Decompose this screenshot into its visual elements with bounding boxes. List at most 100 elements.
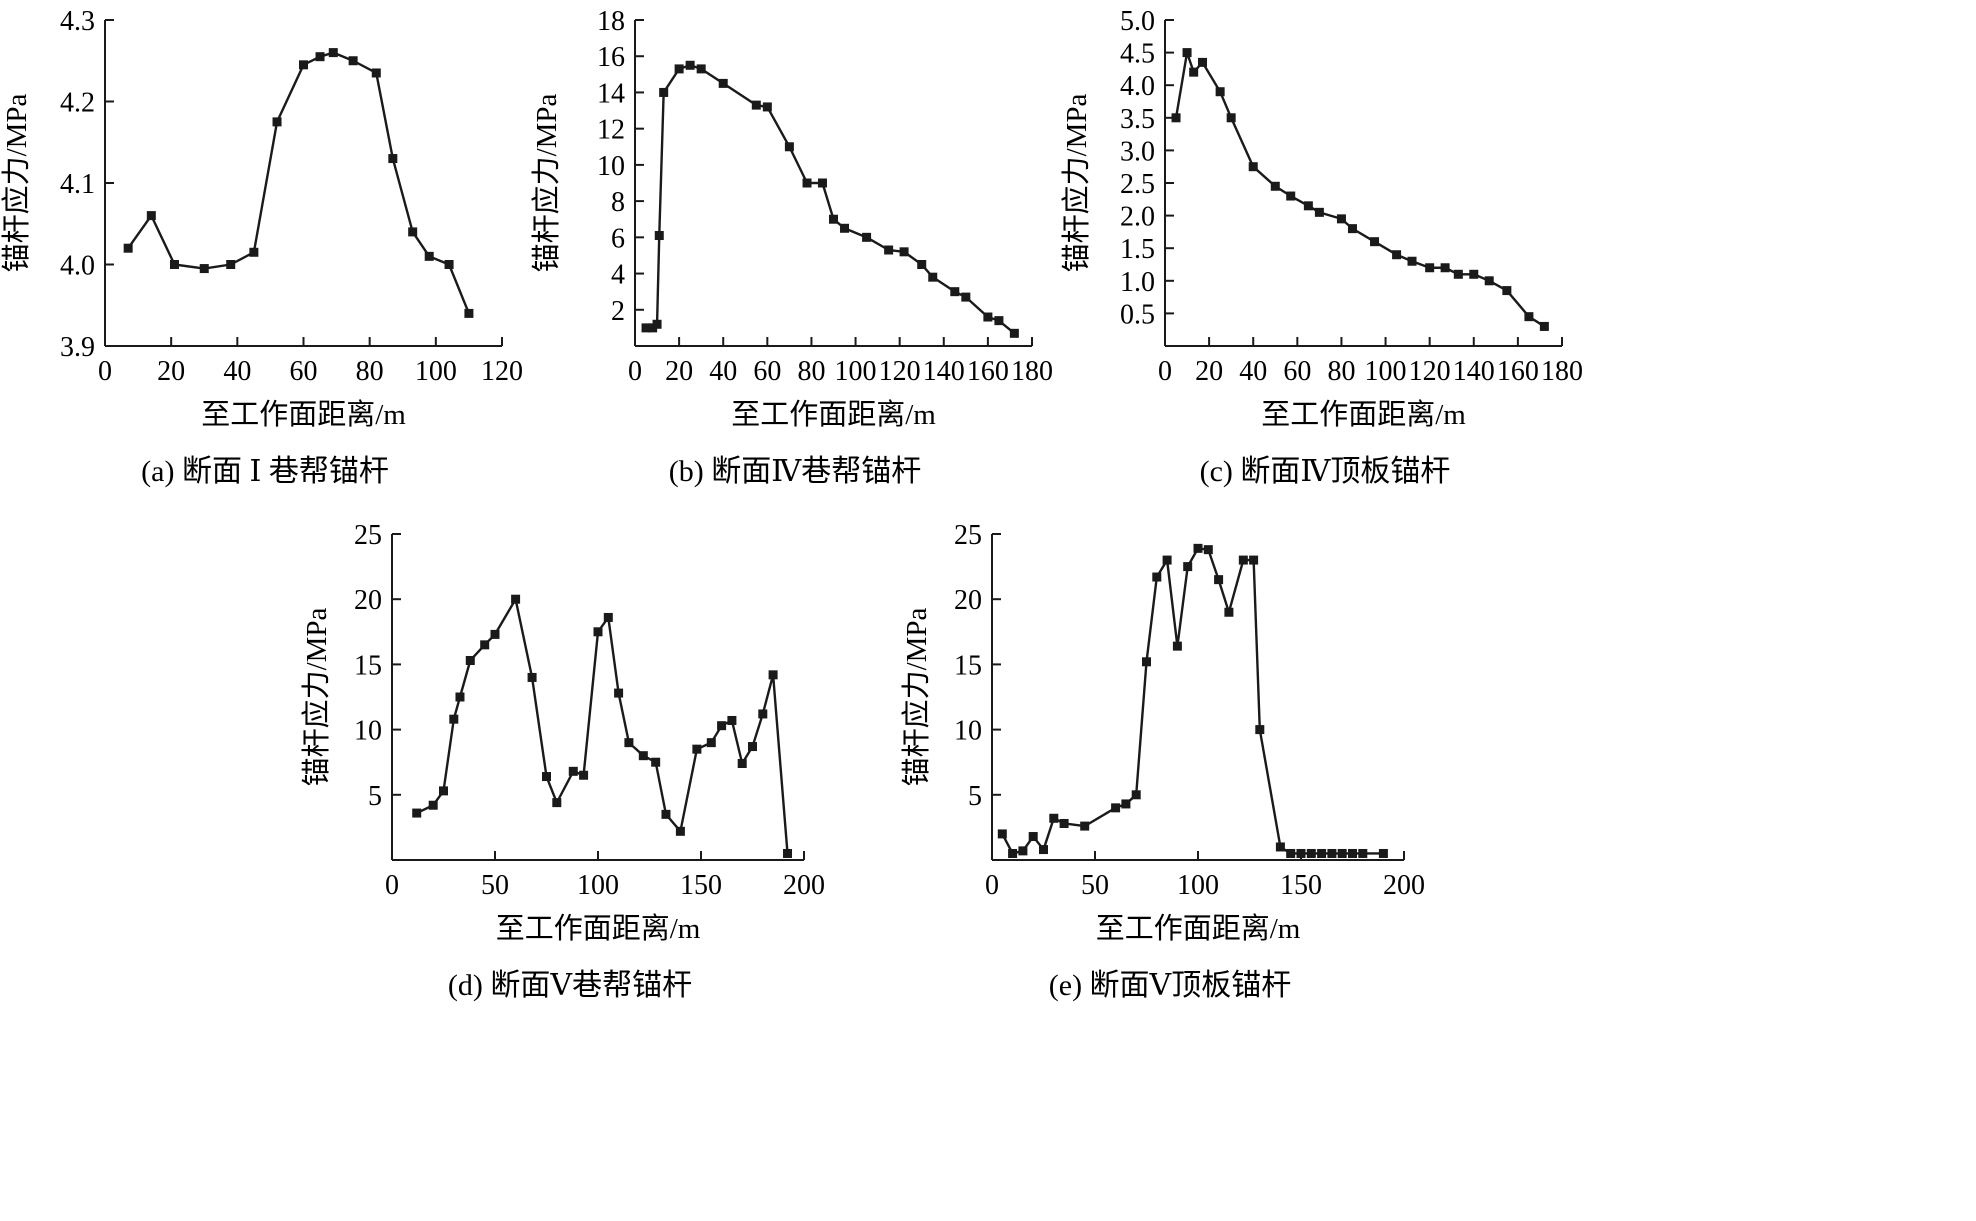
y-axis-title: 锚杆应力/MPa [0, 93, 33, 272]
x-tick-label: 60 [753, 356, 781, 387]
chart-c: 0 20 40 60 80 100 120 140 160 180 0.5 1.0 1.5 2.0 2.5 3… [1060, 4, 1590, 490]
x-tick-label: 100 [415, 356, 457, 387]
plot-svg-b: 0 20 40 60 80 100 120 140 160 180 2 4 6 8 10 12 14 16 18 至工… [530, 6, 1053, 431]
x-tick-label: 0 [98, 356, 112, 387]
y-tick-label: 5.0 [1120, 6, 1155, 37]
y-tick-label: 10 [597, 151, 625, 182]
y-tick-label: 12 [597, 115, 625, 146]
y-tick-label: 10 [954, 716, 982, 747]
bottom-row: 0 50 100 150 200 5 10 15 20 25 至工作面距离/m 锚杆应力/MPa (d… [300, 518, 1976, 1004]
plot-svg-c: 0 20 40 60 80 100 120 140 160 1800.51.01.52.02.53… [1060, 6, 1583, 431]
x-tick-label: 50 [1081, 870, 1109, 901]
y-tick-label: 3.9 [60, 332, 95, 363]
x-tick-label: 50 [481, 870, 509, 901]
y-tick-label: 15 [954, 650, 982, 681]
x-tick-label: 80 [1327, 356, 1355, 387]
x-tick-label: 140 [1453, 356, 1495, 387]
y-tick-label: 20 [354, 585, 382, 616]
y-tick-label: 2.5 [1120, 169, 1155, 200]
y-tick-label: 16 [597, 42, 625, 73]
x-tick-label: 0 [985, 870, 999, 901]
series-line [1001, 547, 1384, 855]
chart-b-plot: 0 20 40 60 80 100 120 140 160 180 2 4 6 8 10 12 14 16 18 至工… [530, 4, 1060, 436]
x-tick-label: 150 [680, 870, 722, 901]
x-tick-label: 20 [1195, 356, 1223, 387]
y-tick-label: 15 [354, 650, 382, 681]
chart-d-plot: 0 50 100 150 200 5 10 15 20 25 至工作面距离/m 锚杆应力/MPa [300, 518, 840, 950]
axes [634, 20, 1032, 347]
x-tick-label: 120 [481, 356, 523, 387]
x-tick-label: 200 [783, 870, 825, 901]
y-tick-label: 10 [354, 716, 382, 747]
y-axis-title: 锚杆应力/MPa [1060, 93, 1093, 272]
x-tick-label: 100 [835, 356, 877, 387]
plot-svg-a: 0 20 40 60 80 100 120 3.9 4.0 4.1 4.2 4.3 至工作面距离/m 锚杆… [0, 6, 523, 431]
x-tick-label: 60 [290, 356, 318, 387]
series-line [416, 597, 789, 854]
y-tick-label: 1.0 [1120, 267, 1155, 298]
plot-svg-d: 0 50 100 150 200 5 10 15 20 25 至工作面距离/m 锚杆应力/MPa [300, 520, 825, 945]
top-row: 0 20 40 60 80 100 120 3.9 4.0 4.1 4.2 4.3 至工作面距离/m 锚杆… [0, 4, 1976, 490]
y-tick-label: 20 [954, 585, 982, 616]
chart-e-caption: (e) 断面Ⅴ顶板锚杆 [1048, 969, 1292, 1002]
y-tick-label: 4.0 [1120, 71, 1155, 102]
series-line [127, 51, 471, 314]
x-tick-label: 40 [1239, 356, 1267, 387]
axes [1164, 20, 1562, 347]
y-tick-label: 5 [368, 781, 382, 812]
series-markers [997, 543, 1388, 858]
x-tick-label: 160 [1497, 356, 1539, 387]
y-tick-label: 1.5 [1120, 234, 1155, 265]
x-tick-label: 60 [1283, 356, 1311, 387]
x-tick-label: 140 [923, 356, 965, 387]
y-tick-label: 4.0 [60, 251, 95, 282]
x-tick-label: 100 [1177, 870, 1219, 901]
y-axis-title: 锚杆应力/MPa [300, 607, 333, 786]
chart-e-plot: 0 50 100 150 200 5 10 15 20 25 至工作面距离/m 锚杆应力/MPa [900, 518, 1440, 950]
y-tick-label: 6 [611, 223, 625, 254]
y-tick-label: 4.5 [1120, 39, 1155, 70]
y-tick-label: 18 [597, 6, 625, 37]
y-tick-label: 2 [611, 296, 625, 327]
x-tick-label: 160 [967, 356, 1009, 387]
y-axis-title: 锚杆应力/MPa [900, 607, 933, 786]
y-tick-label: 4.2 [60, 88, 95, 119]
chart-a-caption: (a) 断面 Ⅰ 巷帮锚杆 [141, 455, 389, 488]
x-tick-label: 120 [1409, 356, 1451, 387]
y-tick-label: 3.0 [1120, 136, 1155, 167]
x-tick-label: 80 [797, 356, 825, 387]
series-markers [1171, 48, 1549, 331]
chart-e: 0 50 100 150 200 5 10 15 20 25 至工作面距离/m 锚杆应力/MPa (e… [900, 518, 1440, 1004]
chart-a-plot: 0 20 40 60 80 100 120 3.9 4.0 4.1 4.2 4.3 至工作面距离/m 锚杆… [0, 4, 530, 436]
x-tick-label: 100 [1365, 356, 1407, 387]
chart-b: 0 20 40 60 80 100 120 140 160 180 2 4 6 8 10 12 14 16 18 至工… [530, 4, 1060, 490]
chart-d: 0 50 100 150 200 5 10 15 20 25 至工作面距离/m 锚杆应力/MPa (d… [300, 518, 840, 1004]
x-tick-label: 40 [223, 356, 251, 387]
x-axis-title: 至工作面距离/m [496, 912, 701, 945]
y-tick-label: 4.1 [60, 169, 95, 200]
series-markers [412, 594, 793, 858]
y-axis-title: 锚杆应力/MPa [530, 93, 563, 272]
x-tick-label: 200 [1383, 870, 1425, 901]
series-markers [641, 60, 1019, 338]
y-tick-label: 2.0 [1120, 202, 1155, 233]
x-tick-label: 0 [628, 356, 642, 387]
axes [991, 534, 1404, 861]
y-tick-label: 25 [954, 520, 982, 551]
x-axis-title: 至工作面距离/m [1261, 398, 1466, 431]
x-axis-title: 至工作面距离/m [201, 398, 406, 431]
series-line [1174, 51, 1545, 328]
y-tick-label: 4 [611, 260, 625, 291]
y-tick-label: 8 [611, 187, 625, 218]
y-tick-label: 5 [968, 781, 982, 812]
y-tick-label: 0.5 [1120, 299, 1155, 330]
x-tick-label: 120 [879, 356, 921, 387]
y-tick-label: 25 [354, 520, 382, 551]
axes [391, 534, 804, 861]
x-axis-title: 至工作面距离/m [1096, 912, 1301, 945]
y-tick-label: 14 [597, 78, 625, 109]
x-axis-title: 至工作面距离/m [731, 398, 936, 431]
y-tick-label: 3.5 [1120, 104, 1155, 135]
chart-a: 0 20 40 60 80 100 120 3.9 4.0 4.1 4.2 4.3 至工作面距离/m 锚杆… [0, 4, 530, 490]
chart-c-plot: 0 20 40 60 80 100 120 140 160 180 0.5 1.0 1.5 2.0 2.5 3… [1060, 4, 1590, 436]
